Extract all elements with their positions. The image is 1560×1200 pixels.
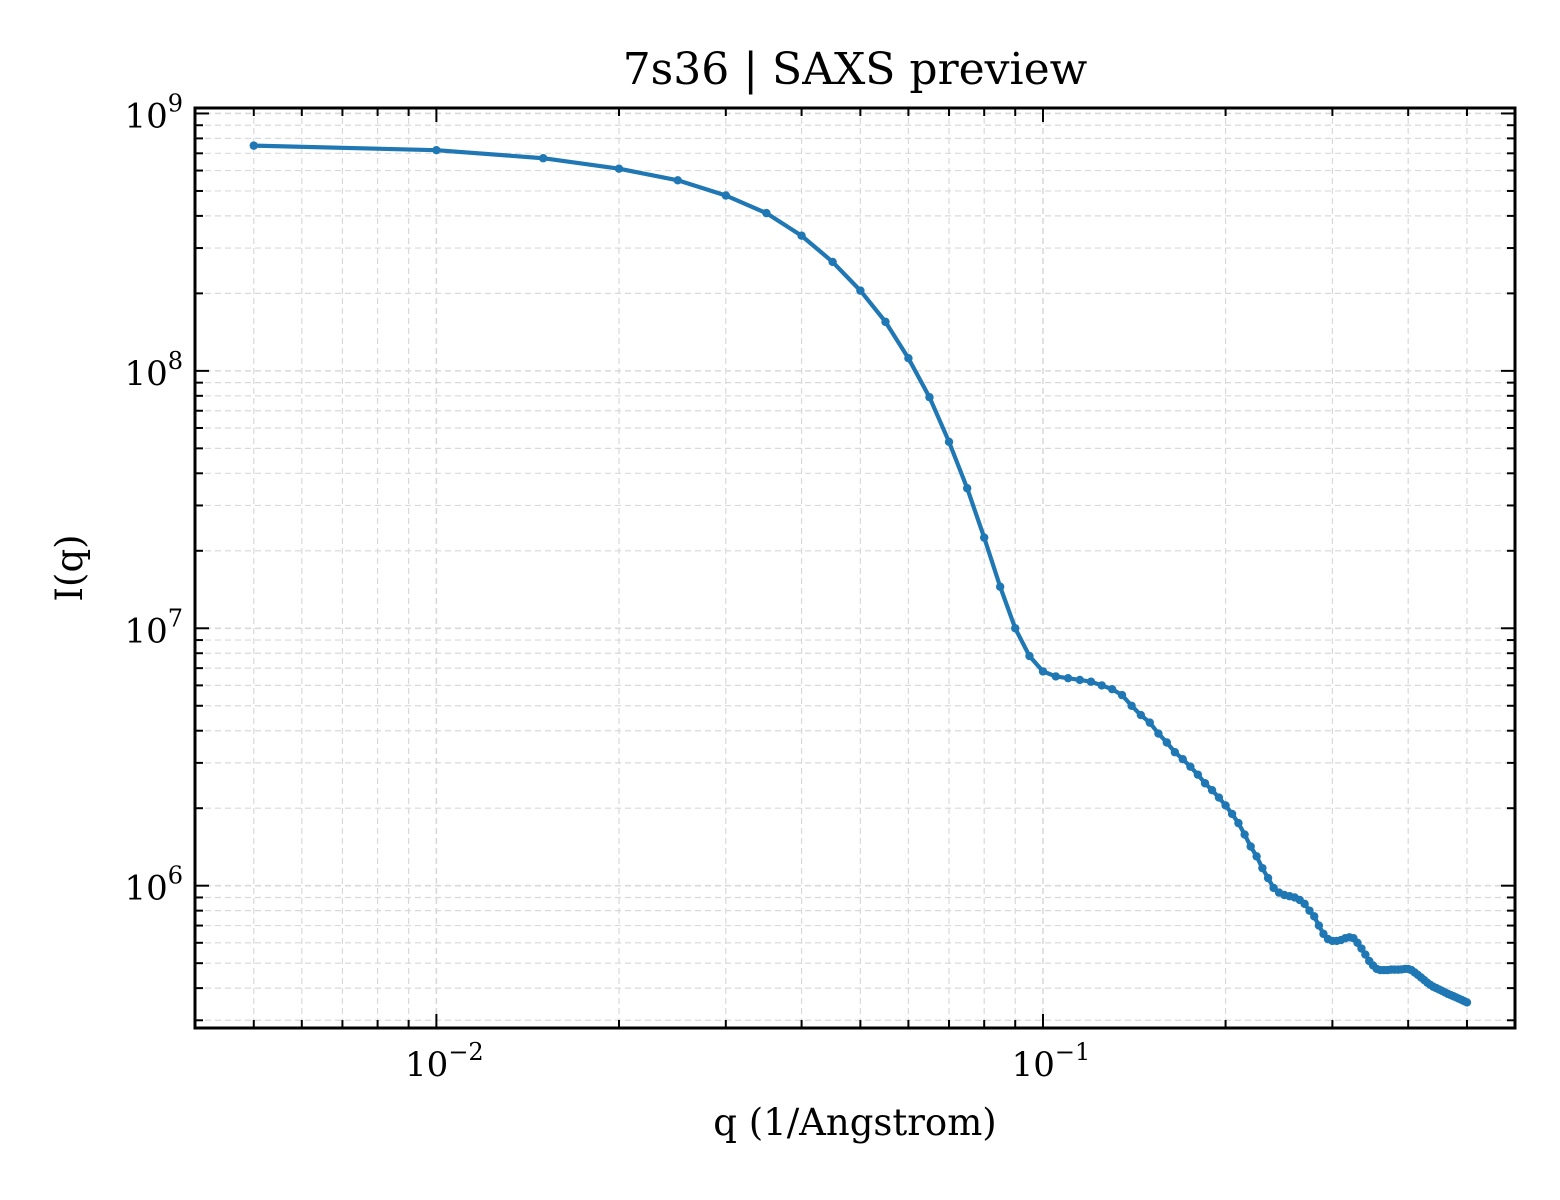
data-point xyxy=(1162,738,1172,747)
y-tick-label: 106 xyxy=(124,862,183,909)
y-tick-label: 108 xyxy=(124,347,183,394)
data-point xyxy=(979,533,989,542)
data-point xyxy=(614,164,624,173)
data-point xyxy=(1221,801,1230,810)
data-point xyxy=(1063,673,1073,683)
data-point xyxy=(1154,729,1163,738)
data-point xyxy=(1263,873,1273,883)
data-point xyxy=(1305,906,1314,915)
data-point xyxy=(1361,950,1370,959)
plot-frame xyxy=(193,106,1517,1030)
data-point xyxy=(1240,830,1249,839)
data-point xyxy=(1252,852,1261,861)
data-point xyxy=(673,176,682,185)
data-point xyxy=(1300,899,1309,909)
data-point xyxy=(1246,842,1255,851)
data-point xyxy=(1186,762,1195,771)
data-point xyxy=(1075,675,1085,685)
data-point xyxy=(721,191,731,200)
data-point xyxy=(1314,921,1324,930)
data-point xyxy=(1207,785,1217,795)
data-point xyxy=(1011,624,1020,633)
data-point xyxy=(1200,779,1210,788)
data-point xyxy=(1170,748,1180,757)
data-point xyxy=(1025,651,1034,661)
data-point xyxy=(1214,793,1224,802)
data-point xyxy=(432,145,441,155)
data-point xyxy=(539,154,548,163)
x-tick-label: 10−2 xyxy=(405,1038,484,1085)
data-point xyxy=(1051,672,1061,681)
data-point xyxy=(962,484,972,493)
data-point xyxy=(1097,681,1106,690)
data-point xyxy=(762,208,771,218)
data-point xyxy=(1258,863,1267,873)
data-point xyxy=(881,317,890,327)
data-point xyxy=(1086,677,1096,686)
chart-title: 7s36 | SAXS preview xyxy=(623,44,1088,95)
y-tick-label: 109 xyxy=(124,89,183,136)
data-point xyxy=(1269,883,1278,893)
data-point xyxy=(1127,701,1136,710)
x-axis-label: q (1/Angstrom) xyxy=(713,1101,996,1144)
data-point xyxy=(1178,755,1187,764)
data-point xyxy=(1038,667,1048,676)
data-point xyxy=(1107,684,1117,694)
data-point xyxy=(797,231,806,240)
data-point xyxy=(1310,912,1319,921)
y-axis-label: I(q) xyxy=(48,534,91,601)
data-point xyxy=(995,582,1005,591)
data-point xyxy=(1193,770,1203,779)
x-tick-label: 10−1 xyxy=(1012,1038,1091,1085)
data-point xyxy=(1227,809,1237,819)
axis-tick-labels: 10−2 10−1 106 107 108 109 xyxy=(124,89,1090,1085)
y-tick-label: 107 xyxy=(124,604,183,651)
data-point xyxy=(249,141,258,150)
data-point xyxy=(1136,710,1146,720)
data-point xyxy=(1357,944,1366,953)
series-line xyxy=(249,141,1472,1007)
data-point xyxy=(856,286,865,295)
axis-ticks xyxy=(194,108,1515,1028)
data-point xyxy=(904,354,913,363)
data-point xyxy=(1234,818,1243,828)
data-point xyxy=(828,257,837,267)
data-point xyxy=(1117,690,1127,700)
data-point xyxy=(944,437,954,447)
data-point xyxy=(925,393,934,402)
grid xyxy=(194,108,1515,1028)
data-point xyxy=(1462,998,1472,1007)
data-point xyxy=(1145,718,1155,727)
